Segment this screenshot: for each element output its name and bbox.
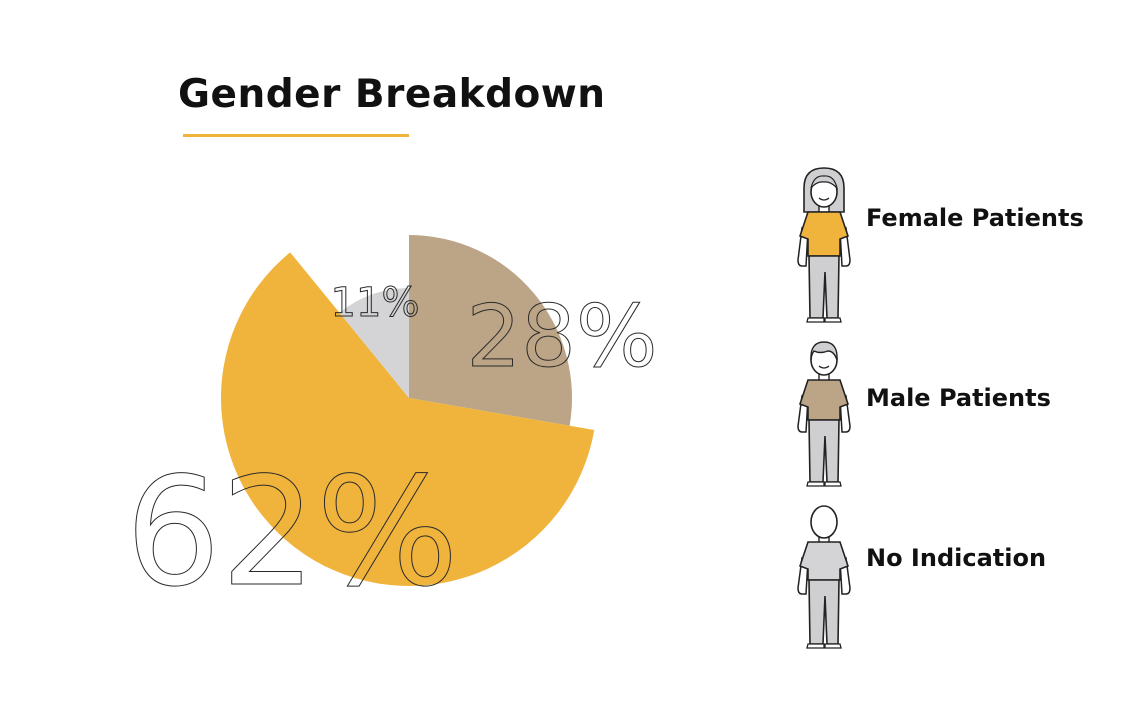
female-figure-icon <box>797 167 851 323</box>
pie-slice-female <box>221 252 595 587</box>
legend-label-female: Female Patients <box>866 204 1084 232</box>
legend-item-female: Female Patients <box>790 160 1120 323</box>
pie-slice-no-indication <box>339 288 409 398</box>
slice-label-male: 28% <box>466 287 657 387</box>
male-figure-icon <box>797 341 851 487</box>
slice-label-female: 62% <box>125 446 458 620</box>
legend-item-no-indication: No Indication <box>790 500 1120 660</box>
slice-label-no-indication: 11% <box>331 280 420 326</box>
pie-slice-male <box>409 235 572 426</box>
legend-item-male: Male Patients <box>790 338 1120 498</box>
legend-label-no-indication: No Indication <box>866 544 1047 572</box>
title-underline <box>183 134 409 137</box>
neutral-figure-icon <box>797 505 851 649</box>
chart-title: Gender Breakdown <box>178 72 606 117</box>
legend-label-male: Male Patients <box>866 384 1051 412</box>
pie-chart: 28%62% 11% <box>125 235 658 621</box>
